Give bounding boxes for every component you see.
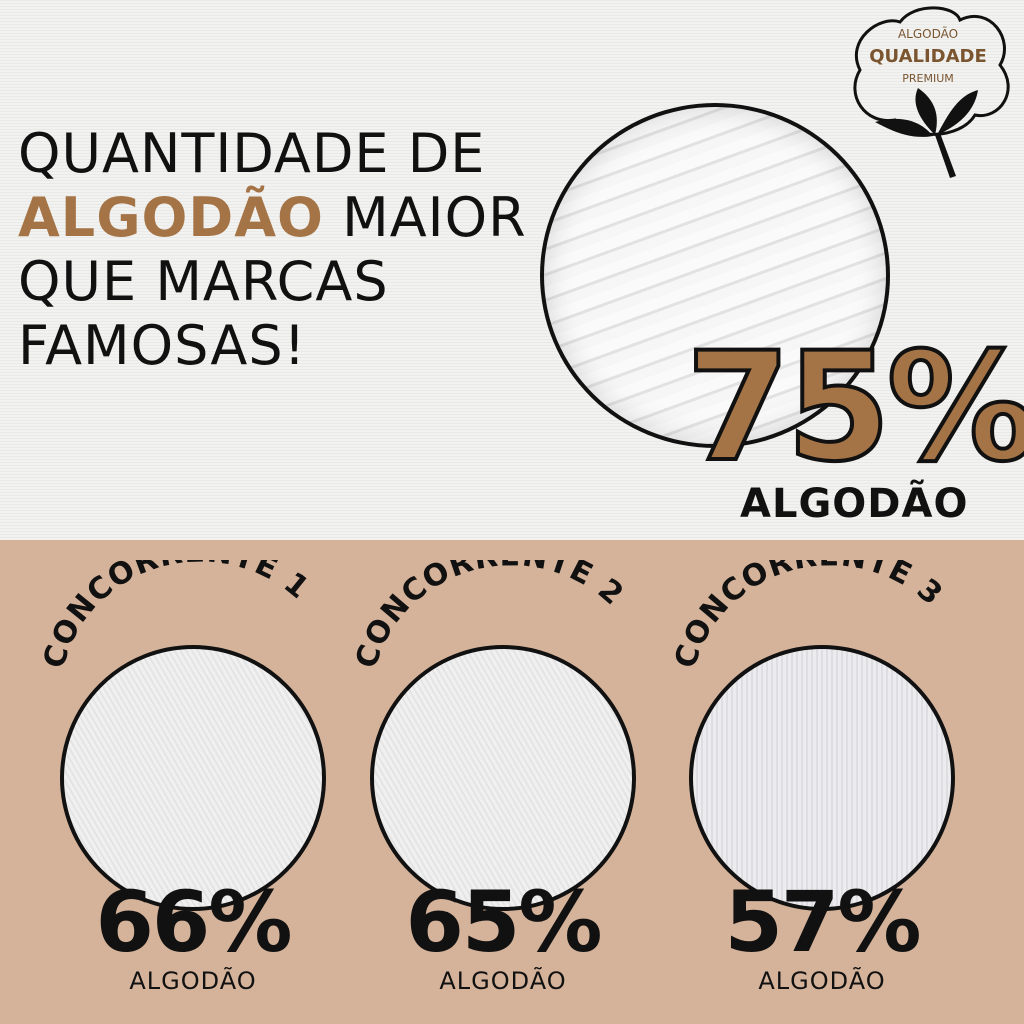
headline-line-4: FAMOSAS! — [18, 314, 307, 377]
headline-line-2: ALGODÃO MAIOR — [18, 186, 527, 250]
badge-top-text: ALGODÃO — [898, 26, 958, 41]
badge-middle-text: QUALIDADE — [869, 46, 987, 67]
headline-line-1: QUANTIDADE DE — [18, 122, 486, 185]
competitor-percent: 66% — [95, 873, 292, 971]
headline-highlight: ALGODÃO — [18, 186, 324, 249]
headline-line-3: QUE MARCAS — [18, 250, 389, 313]
competitor-label: ALGODÃO — [129, 967, 257, 995]
product-label: ALGODÃO — [740, 481, 969, 527]
competitor-label: ALGODÃO — [758, 967, 886, 995]
cotton-plant-icon — [875, 88, 978, 178]
competitor-card: CONCORRENTE 2 65% ALGODÃO — [353, 560, 653, 1020]
competitor-fabric-image — [60, 645, 326, 911]
competitor-percent: 65% — [405, 873, 602, 971]
product-percent: 75% — [684, 321, 1024, 495]
badge-bottom-text: PREMIUM — [902, 72, 954, 85]
competitor-card: CONCORRENTE 3 57% ALGODÃO — [672, 560, 972, 1020]
competitor-fabric-image — [689, 645, 955, 911]
competitor-label: ALGODÃO — [439, 967, 567, 995]
headline-line-2-rest: MAIOR — [323, 186, 527, 249]
competitor-card: CONCORRENTE 1 66% ALGODÃO — [43, 560, 343, 1020]
headline: QUANTIDADE DE ALGODÃO MAIOR QUE MARCAS F… — [18, 122, 527, 378]
product-fabric-image — [540, 103, 890, 448]
competitor-percent: 57% — [724, 873, 921, 971]
premium-cotton-badge: ALGODÃO QUALIDADE PREMIUM — [840, 0, 1024, 180]
competitor-fabric-image — [370, 645, 636, 911]
